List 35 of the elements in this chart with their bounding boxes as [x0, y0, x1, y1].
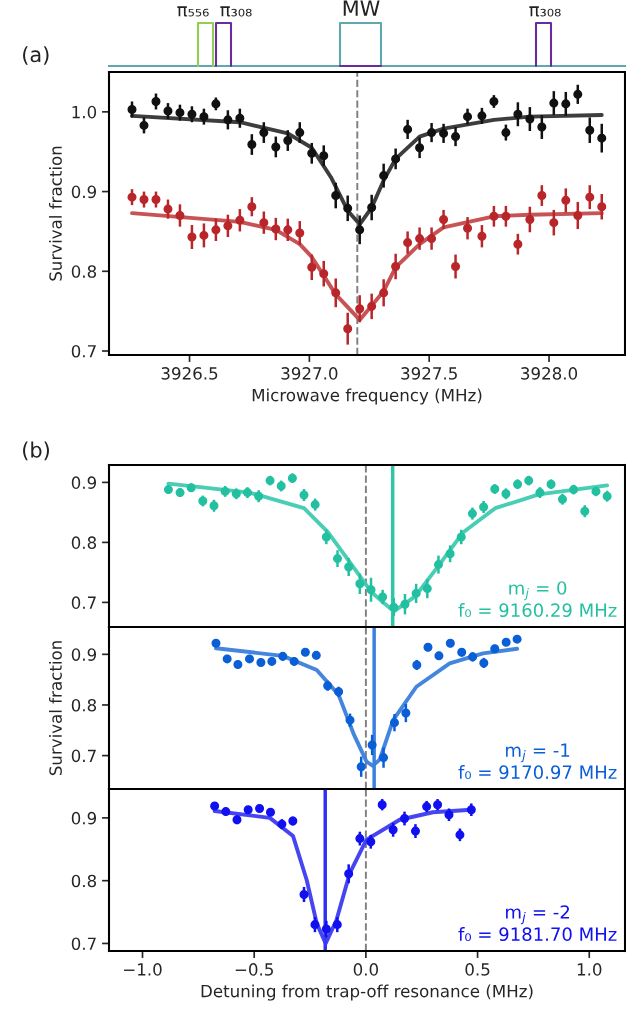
x-tick-label: 3926.5 [161, 367, 218, 380]
y-tick-label: 0.8 [71, 265, 97, 278]
y-tick-label: 0.7 [71, 749, 96, 763]
x-tick-label: 0.5 [465, 963, 490, 976]
y-tick-label: 0.9 [71, 476, 97, 489]
x-tick-label: 3927.5 [401, 367, 457, 380]
x-tick-label: 1.0 [577, 963, 602, 976]
x-tick-label: 3928.0 [521, 367, 578, 380]
annotation: m$_{j}$ = -2 f₀ = 9181.70 MHz [458, 905, 617, 942]
y-tick-label: 0.9 [71, 811, 97, 825]
annotation: m$_{j}$ = 0 f₀ = 9160.29 MHz [458, 581, 617, 618]
y-tick-label: 0.7 [71, 596, 96, 609]
y-tick-label: 0.7 [71, 344, 96, 358]
text: π₅₅₆ [177, 6, 209, 17]
x-axis-title: Microwave frequency (MHz) [252, 388, 482, 405]
y-tick-label: 0.8 [71, 536, 97, 549]
text: π₃₀₈ [220, 6, 252, 17]
x-tick-label: −1.0 [124, 963, 162, 976]
y-axis-title: Survival fraction [49, 146, 62, 281]
text: (a) [23, 46, 49, 65]
annotation: m$_{j}$ = -1 f₀ = 9170.97 MHz [458, 743, 617, 780]
x-tick-label: −0.5 [235, 963, 273, 976]
y-axis-title: Survival fraction [49, 641, 62, 776]
x-tick-label: 0.0 [353, 963, 379, 976]
text: MW [343, 0, 380, 16]
x-axis-title: Detuning from trap-off resonance (MHz) [201, 984, 533, 1001]
y-tick-label: 0.8 [71, 874, 97, 888]
y-tick-label: 0.8 [71, 698, 97, 712]
y-tick-label: 0.9 [71, 648, 97, 661]
text: (b) [23, 441, 49, 461]
text: π₃₀₈ [529, 6, 561, 17]
y-tick-label: 0.9 [71, 185, 97, 199]
y-tick-label: 1.0 [72, 105, 97, 119]
y-tick-label: 0.7 [71, 937, 96, 951]
x-tick-label: 3927.0 [281, 367, 338, 380]
